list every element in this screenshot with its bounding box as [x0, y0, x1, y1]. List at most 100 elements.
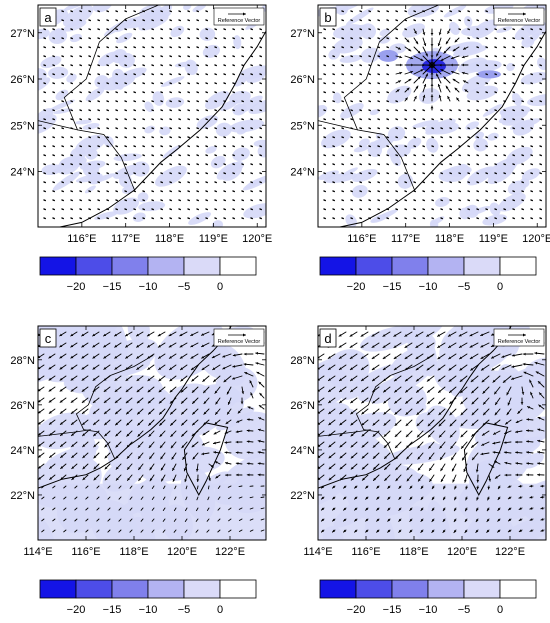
- wind-vector: [169, 217, 173, 220]
- wind-vector: [241, 217, 245, 220]
- colorbar-swatch: [147, 256, 185, 276]
- wind-vector: [43, 82, 46, 85]
- wind-vector: [124, 118, 128, 121]
- wind-vector: [133, 163, 137, 166]
- wind-vector: [476, 109, 479, 112]
- wind-vector: [142, 163, 146, 166]
- colorbar-d: −20 −15 −10 −5 0: [319, 579, 537, 616]
- wind-vector: [214, 82, 218, 85]
- wind-vector: [259, 46, 262, 49]
- wind-vector: [503, 73, 506, 76]
- wind-vector: [85, 529, 89, 533]
- wind-vector: [79, 145, 83, 148]
- wind-vector: [521, 136, 524, 139]
- wind-vector: [195, 529, 199, 533]
- colorbar-swatch: [427, 256, 465, 276]
- wind-vector: [43, 127, 46, 130]
- wind-vector: [205, 190, 209, 193]
- wind-vector: [539, 28, 542, 31]
- wind-vector: [133, 208, 137, 211]
- wind-vector: [169, 163, 173, 166]
- wind-vector: [151, 10, 155, 13]
- wind-vector: [512, 109, 515, 112]
- wind-vector: [350, 199, 353, 202]
- wind-vector: [377, 127, 380, 130]
- wind-vector: [185, 485, 188, 490]
- wind-vector: [494, 163, 497, 166]
- wind-vector: [106, 136, 110, 139]
- wind-vector: [88, 118, 92, 121]
- panel-letter-box: c: [39, 328, 57, 348]
- wind-vector: [530, 100, 533, 103]
- wind-vector: [377, 136, 380, 139]
- colorbar-swatch: [111, 256, 149, 276]
- wind-vector: [413, 172, 416, 175]
- wind-vector: [332, 145, 335, 148]
- longitude-label: 118°E: [435, 233, 464, 245]
- wind-vector: [259, 163, 262, 166]
- wind-vector: [43, 154, 46, 157]
- wind-vector: [61, 145, 64, 148]
- wind-vector-layer: [318, 330, 545, 534]
- wind-vector: [217, 485, 221, 489]
- latitude-label: 25°N: [290, 120, 315, 132]
- wind-vector: [178, 118, 182, 121]
- wind-vector: [173, 518, 177, 522]
- colorbar-swatch: [111, 579, 149, 599]
- wind-vector: [228, 496, 232, 500]
- wind-vector: [160, 217, 164, 220]
- wind-vector: [512, 145, 515, 148]
- colorbar-label: −15: [383, 604, 402, 616]
- wind-vector: [377, 10, 380, 13]
- wind-vector: [467, 127, 470, 130]
- wind-vector: [332, 91, 335, 94]
- wind-vector: [341, 136, 344, 139]
- wind-vector: [521, 199, 524, 202]
- wind-vector: [521, 127, 524, 130]
- panel-letter: b: [324, 10, 331, 25]
- wind-vector: [79, 181, 83, 184]
- wind-vector: [133, 19, 137, 22]
- wind-vector: [178, 217, 182, 220]
- wind-vector: [485, 136, 488, 139]
- wind-vector: [259, 199, 262, 202]
- wind-vector: [97, 100, 101, 103]
- wind-vector: [223, 109, 227, 112]
- wind-vector: [88, 73, 92, 76]
- wind-vector: [206, 518, 210, 522]
- wind-vector: [151, 208, 155, 211]
- wind-vector: [368, 82, 371, 85]
- wind-vector: [151, 172, 155, 175]
- longitude-label: 117°E: [391, 233, 420, 245]
- wind-vector: [187, 145, 191, 148]
- wind-vector: [88, 100, 92, 103]
- colorbar-swatch: [183, 579, 221, 599]
- wind-vector: [241, 109, 245, 112]
- wind-vector: [413, 199, 416, 202]
- wind-vector: [238, 518, 243, 521]
- wind-vector: [440, 217, 443, 220]
- wind-vector: [115, 181, 119, 184]
- wind-vector: [142, 64, 146, 67]
- wind-vector: [178, 82, 182, 85]
- wind-vector: [70, 10, 74, 13]
- wind-vector: [521, 118, 524, 121]
- wind-vector: [160, 181, 164, 184]
- wind-vector: [214, 118, 218, 121]
- wind-vector: [449, 10, 452, 13]
- wind-vector: [503, 136, 506, 139]
- wind-vector: [449, 190, 452, 193]
- wind-vector: [88, 154, 92, 157]
- colorbar-b: −20 −15 −10 −5 0: [319, 256, 537, 293]
- wind-vector: [79, 154, 83, 157]
- wind-vector: [163, 485, 166, 490]
- wind-vector: [70, 208, 74, 211]
- wind-vector: [341, 10, 344, 13]
- wind-vector: [178, 28, 182, 31]
- wind-vector: [70, 100, 74, 103]
- wind-vector: [88, 172, 92, 175]
- wind-vector: [169, 109, 173, 112]
- wind-vector: [142, 217, 146, 220]
- wind-vector: [43, 163, 46, 166]
- wind-vector: [458, 118, 461, 121]
